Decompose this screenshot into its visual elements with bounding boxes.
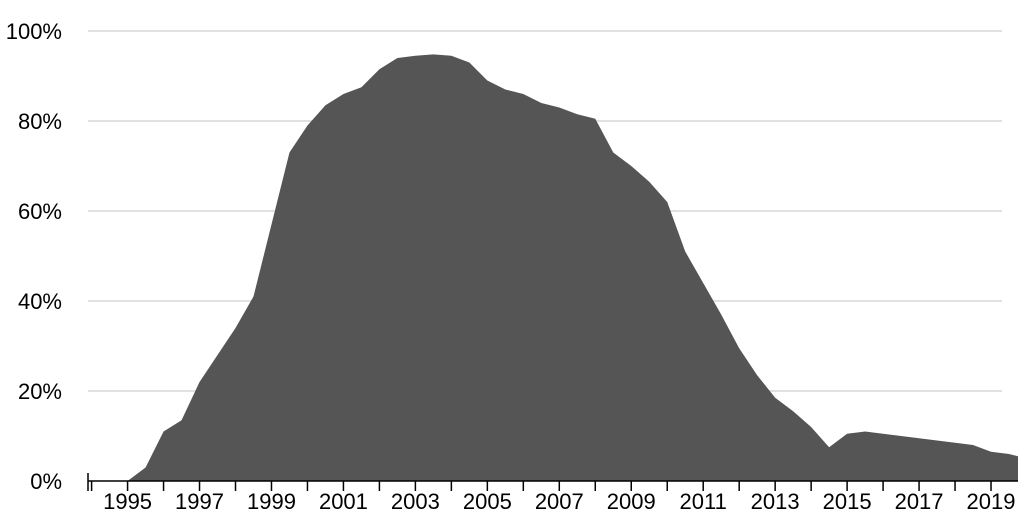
x-tick-label: 2015 [823, 489, 872, 514]
y-tick-label: 100% [6, 19, 62, 44]
y-tick-label: 80% [18, 109, 62, 134]
x-tick-label: 2019 [967, 489, 1016, 514]
x-tick-label: 1995 [103, 489, 152, 514]
y-tick-label: 0% [30, 469, 62, 494]
x-tick-label: 1999 [247, 489, 296, 514]
x-tick-label: 2013 [751, 489, 800, 514]
x-tick-label: 2017 [895, 489, 944, 514]
x-tick-label: 2001 [319, 489, 368, 514]
y-tick-label: 20% [18, 379, 62, 404]
x-axis [87, 473, 1018, 491]
x-tick-label: 2011 [680, 489, 727, 514]
y-tick-label: 40% [18, 289, 62, 314]
x-tick-label: 2007 [535, 489, 584, 514]
x-tick-label: 2005 [463, 489, 512, 514]
x-axis-tick-labels: 1995 1997 1999 2001 2003 2005 2007 2009 2011 2013… [103, 489, 1015, 514]
x-tick-label: 1997 [175, 489, 224, 514]
y-tick-label: 60% [18, 199, 62, 224]
area-series [88, 54, 1018, 482]
x-tick-label: 2009 [607, 489, 656, 514]
area-fill [88, 54, 1018, 482]
x-tick-label: 2003 [391, 489, 440, 514]
y-axis-tick-labels: 0% 20% 40% 60% 80% 100% [6, 19, 62, 494]
